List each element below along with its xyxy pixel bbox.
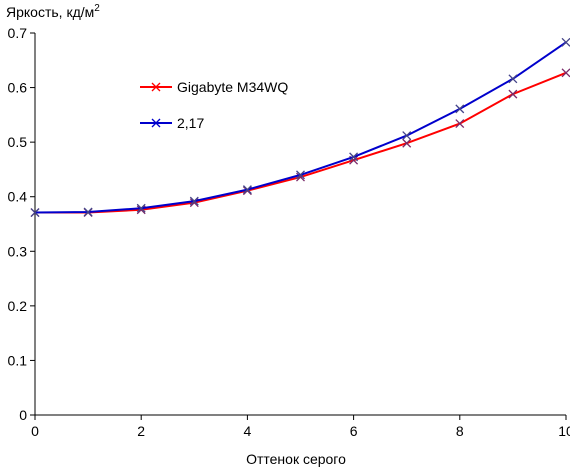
data-point-marker <box>455 119 465 129</box>
data-point-marker <box>508 89 518 99</box>
data-point-marker <box>189 196 199 206</box>
series-2 <box>30 37 570 217</box>
y-tick-label: 0.7 <box>8 25 28 41</box>
data-point-marker <box>402 138 412 148</box>
data-point-marker <box>136 203 146 213</box>
data-point-marker <box>242 185 252 195</box>
legend-marker <box>151 82 161 92</box>
data-point-marker <box>561 37 570 47</box>
x-axis-ticks: 0 2 4 6 8 10 <box>31 415 570 439</box>
y-axis-title: Яркость, кд/м2 <box>6 3 100 20</box>
y-tick-label: 0.3 <box>8 243 28 259</box>
x-tick-label: 6 <box>350 423 358 439</box>
legend-label: 2,17 <box>177 115 204 131</box>
legend-item: 2,17 <box>140 115 204 131</box>
y-tick-label: 0.6 <box>8 80 28 96</box>
data-point-marker <box>349 152 359 162</box>
legend-marker <box>151 118 161 128</box>
data-point-marker <box>561 68 570 78</box>
data-point-marker <box>455 104 465 114</box>
data-point-marker <box>83 207 93 217</box>
data-point-marker <box>508 74 518 84</box>
legend-item: Gigabyte M34WQ <box>140 79 288 95</box>
y-tick-label: 0.5 <box>8 134 28 150</box>
series-layer <box>30 37 570 217</box>
y-tick-label: 0 <box>19 407 27 423</box>
axes <box>34 33 566 416</box>
legend-label: Gigabyte M34WQ <box>177 79 288 95</box>
x-tick-label: 8 <box>456 423 464 439</box>
y-tick-label: 0.1 <box>8 352 28 368</box>
x-tick-label: 10 <box>558 423 570 439</box>
series-1 <box>30 68 570 217</box>
y-tick-label: 0.4 <box>8 189 28 205</box>
data-point-marker <box>30 208 40 217</box>
y-axis-title-text: Яркость, кд/м <box>6 4 94 20</box>
x-tick-label: 4 <box>244 423 252 439</box>
y-axis-ticks: 0 0.1 0.2 0.3 0.4 0.5 0.6 0.7 <box>8 25 35 423</box>
data-point-marker <box>296 170 305 180</box>
x-tick-label: 2 <box>137 423 145 439</box>
series-line <box>34 41 567 214</box>
y-axis-title-superscript: 2 <box>94 3 100 14</box>
y-tick-label: 0.2 <box>8 298 28 314</box>
data-point-marker <box>402 131 412 141</box>
legend: Gigabyte M34WQ 2,17 <box>140 79 288 131</box>
x-tick-label: 0 <box>31 423 39 439</box>
x-axis-title: Оттенок серого <box>246 451 346 467</box>
